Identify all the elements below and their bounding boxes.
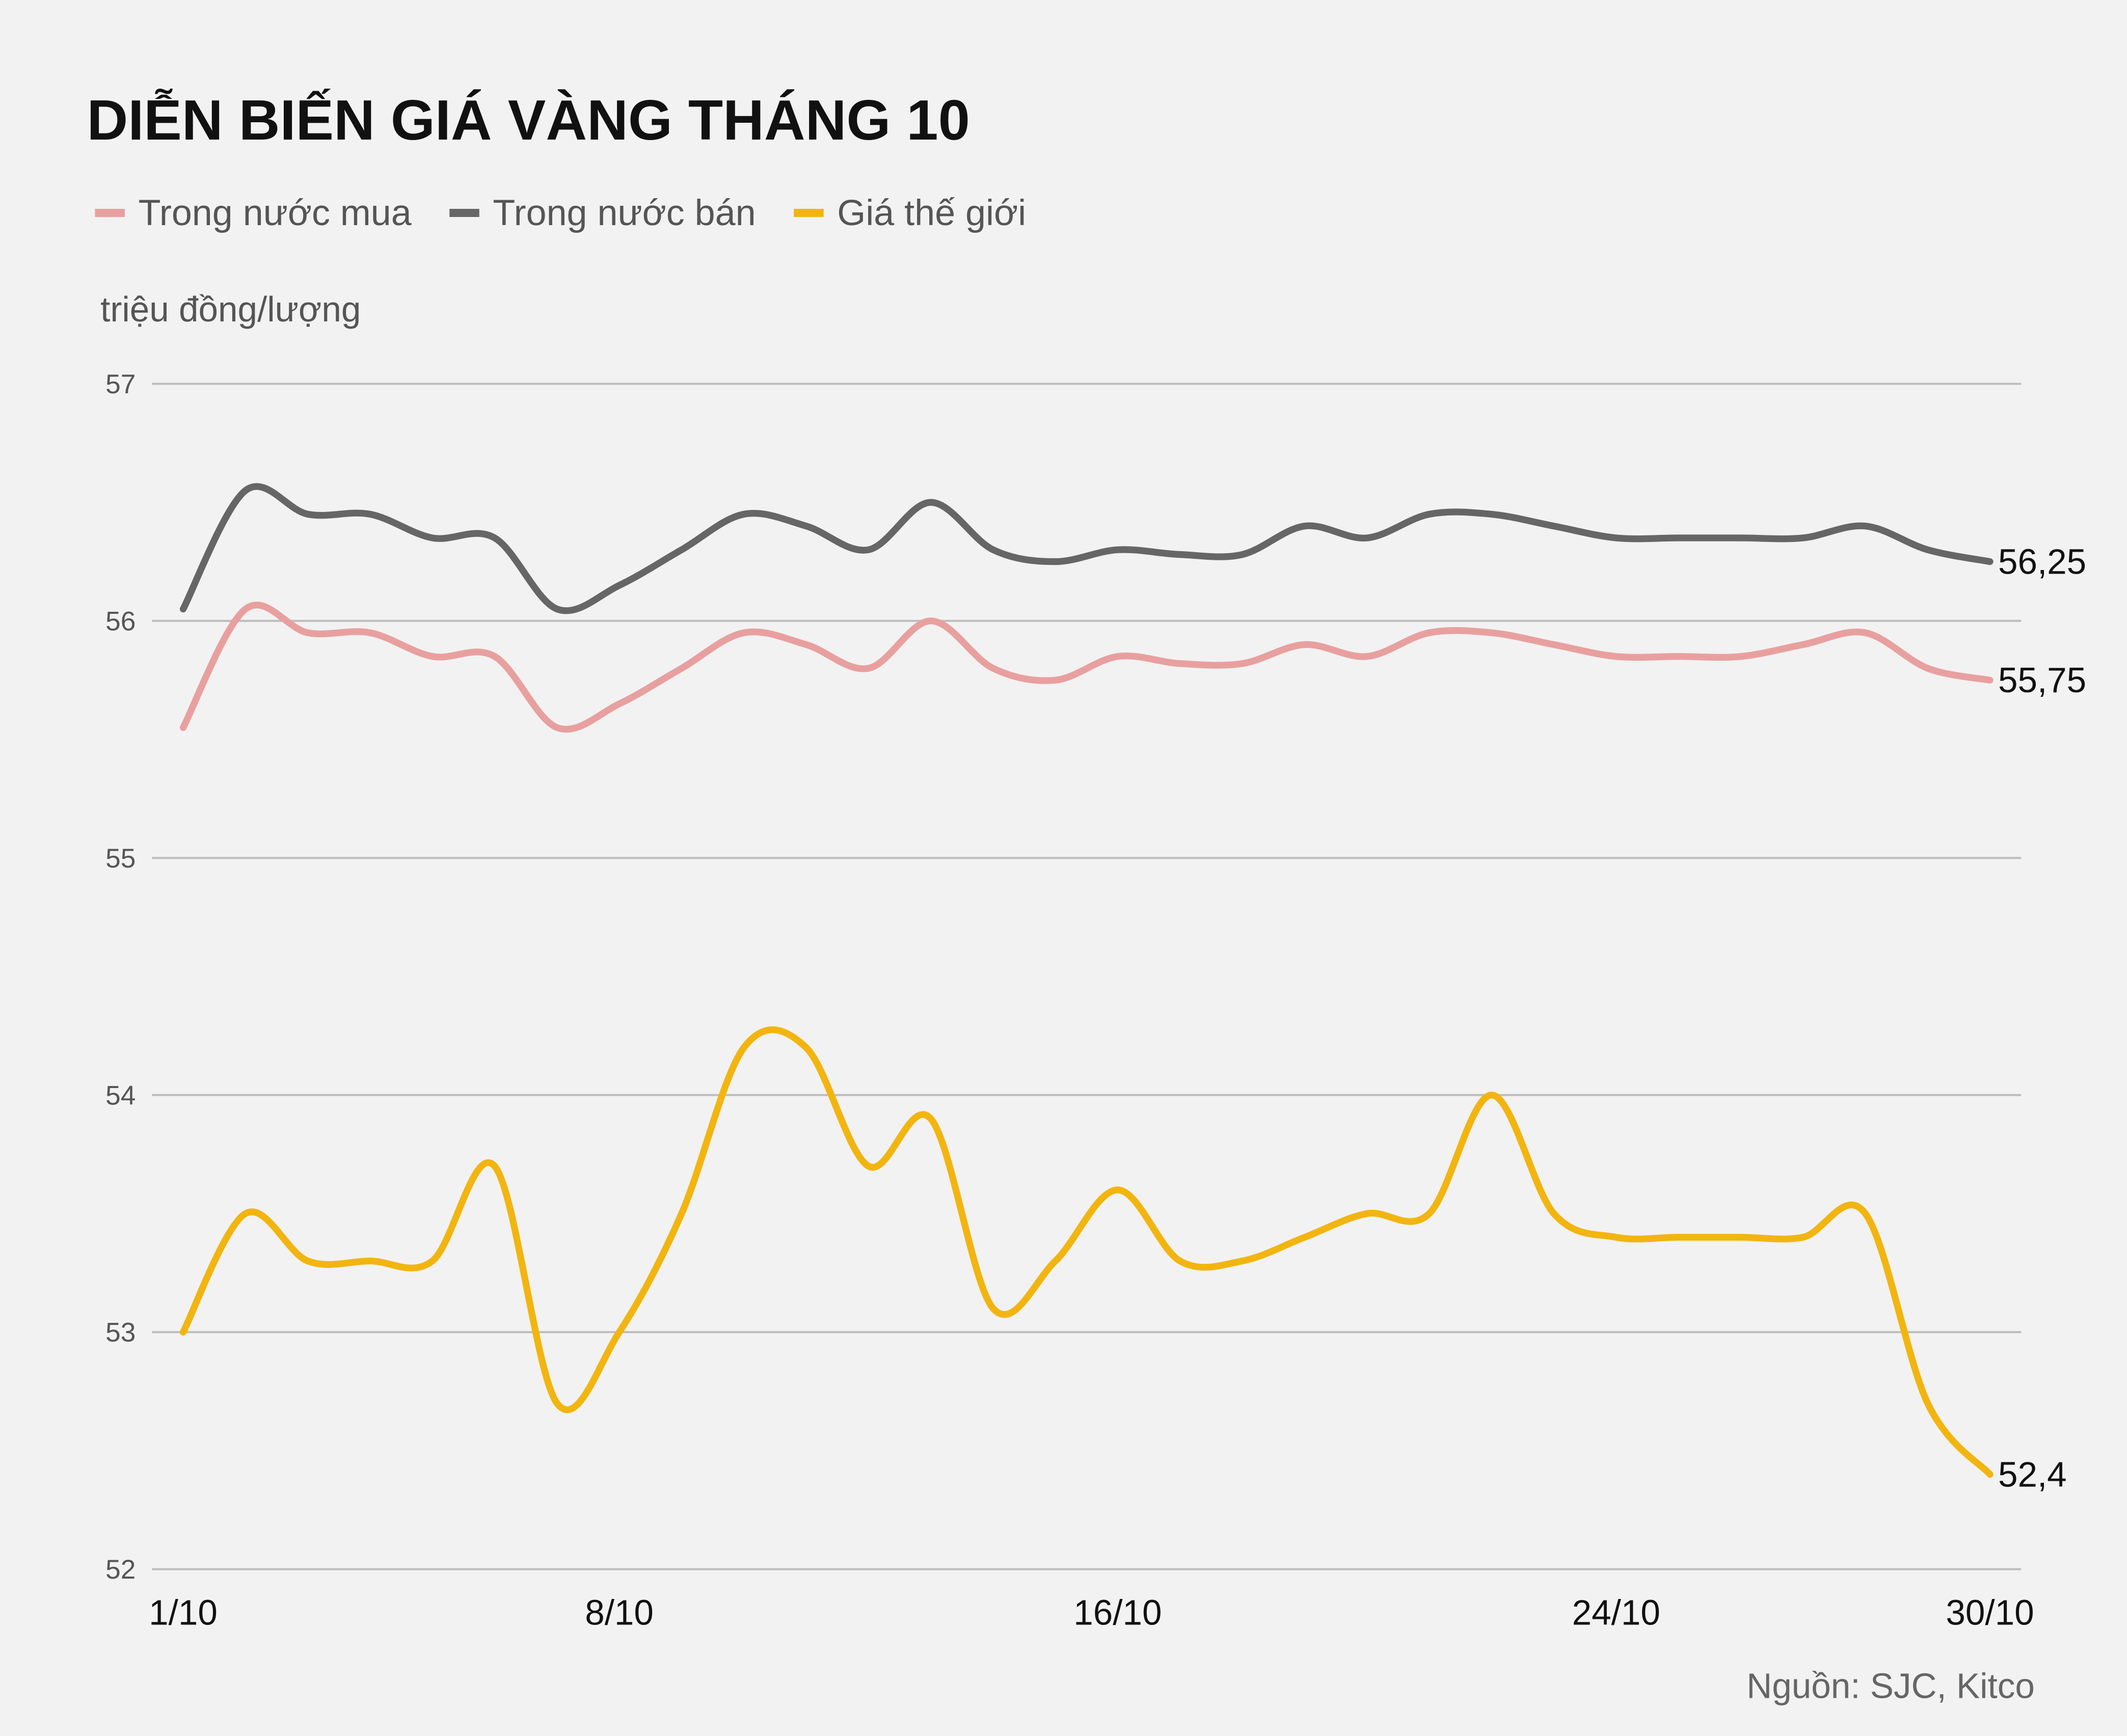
legend-label: Trong nước bán xyxy=(493,193,756,233)
x-tick-label: 1/10 xyxy=(149,1593,218,1633)
value-label: 56,25 xyxy=(1998,542,2086,582)
chart-title: DIỄN BIẾN GIÁ VÀNG THÁNG 10 xyxy=(87,88,970,152)
x-tick-label: 8/10 xyxy=(585,1593,654,1633)
legend-label: Trong nước mua xyxy=(139,193,412,233)
x-tick-label: 24/10 xyxy=(1572,1593,1660,1633)
x-tick-label: 30/10 xyxy=(1946,1593,2034,1633)
y-tick-label: 52 xyxy=(105,1555,136,1585)
y-tick-label: 55 xyxy=(105,844,136,874)
series-line xyxy=(179,1026,1994,1478)
y-axis-label: triệu đồng/lượng xyxy=(100,289,361,329)
y-tick-label: 57 xyxy=(105,369,136,399)
source: Nguồn: SJC, Kitco xyxy=(1746,1666,2035,1705)
x-tick-label: 16/10 xyxy=(1073,1593,1162,1633)
y-tick-label: 54 xyxy=(105,1080,136,1110)
value-label: 52,4 xyxy=(1998,1454,2067,1494)
y-tick-label: 56 xyxy=(105,607,136,637)
series-line xyxy=(179,483,1994,614)
series-line xyxy=(179,602,1994,733)
y-tick-label: 53 xyxy=(105,1318,136,1348)
legend-label: Giá thế giới xyxy=(837,193,1026,233)
value-label: 55,75 xyxy=(1998,660,2086,700)
